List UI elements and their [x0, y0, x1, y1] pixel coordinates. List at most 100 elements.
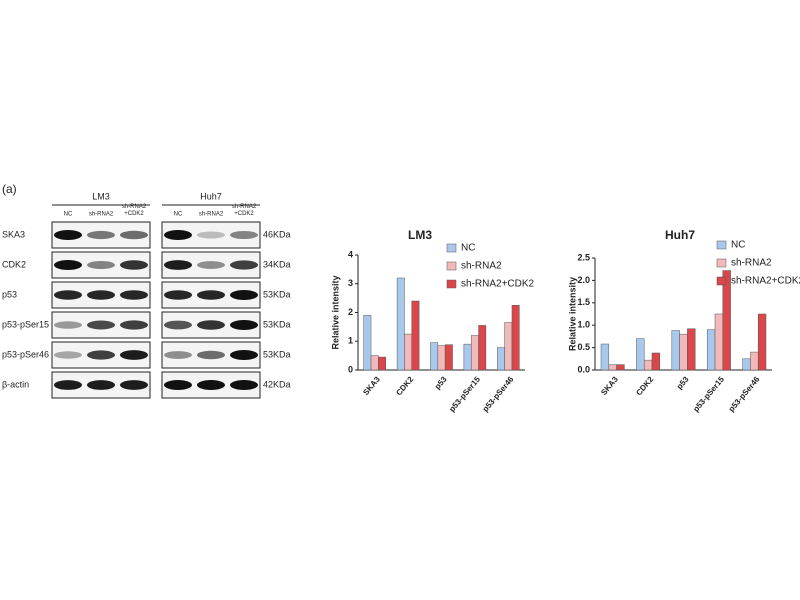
band	[164, 351, 192, 359]
x-tick-label: CDK2	[394, 374, 415, 397]
lane-label: NC	[174, 212, 183, 218]
legend-swatch	[716, 276, 727, 286]
band	[197, 261, 225, 269]
band	[87, 320, 115, 330]
band	[197, 231, 225, 239]
x-tick-label: p53	[433, 374, 449, 391]
bar	[750, 351, 759, 371]
bar	[370, 355, 379, 371]
bar	[679, 333, 688, 371]
band	[230, 380, 258, 390]
bar	[378, 356, 386, 371]
x-tick-label: p53-pSer46	[727, 374, 762, 413]
bar	[600, 343, 610, 371]
band	[164, 290, 192, 300]
band	[197, 350, 225, 360]
bar	[470, 335, 479, 371]
band	[120, 320, 148, 330]
band	[164, 380, 192, 390]
band	[87, 350, 115, 360]
y-tick-label: 2	[348, 307, 353, 317]
band	[87, 261, 115, 269]
lane-label: sh-RNA2	[122, 204, 147, 210]
bar	[651, 352, 661, 371]
y-tick-label: 2.0	[577, 275, 590, 285]
panel-label: (a)	[2, 182, 17, 196]
bar	[430, 342, 439, 371]
legend-swatch	[716, 240, 727, 250]
band	[197, 380, 225, 390]
bar	[463, 343, 472, 371]
lane-label: sh-RNA2	[89, 212, 114, 218]
x-tick-label: SKA3	[361, 374, 382, 397]
band	[87, 380, 115, 390]
band	[54, 380, 82, 390]
y-axis-label: Relative intensity	[567, 277, 577, 351]
band	[230, 260, 258, 270]
protein-label: β-actin	[2, 379, 29, 389]
legend-label: sh-RNA2+CDK2	[461, 279, 535, 290]
chart-title: Huh7	[665, 228, 695, 242]
bar	[444, 344, 453, 371]
legend-label: sh-RNA2	[461, 261, 502, 272]
legend-label: NC	[731, 240, 745, 251]
y-tick-label: 1	[348, 336, 353, 346]
lane-label: NC	[64, 212, 73, 218]
bar	[396, 277, 405, 371]
band	[87, 290, 115, 300]
legend-swatch	[446, 261, 457, 271]
protein-label: SKA3	[2, 229, 25, 239]
band	[197, 290, 225, 300]
y-tick-label: 1.0	[577, 320, 590, 330]
band	[120, 260, 148, 270]
band	[120, 230, 148, 240]
band	[54, 290, 82, 300]
band	[54, 230, 82, 240]
x-tick-label: p53-pSer15	[447, 374, 482, 413]
group-label: Huh7	[200, 191, 222, 201]
band	[230, 231, 258, 239]
bar	[504, 322, 513, 371]
bar	[636, 338, 645, 371]
band	[164, 230, 192, 240]
legend-swatch	[446, 243, 457, 253]
legend-swatch	[446, 279, 457, 289]
size-label: 53KDa	[263, 349, 291, 359]
band	[54, 321, 82, 329]
size-label: 46KDa	[263, 229, 291, 239]
bar	[643, 359, 653, 371]
bar	[671, 330, 680, 371]
protein-label: CDK2	[2, 259, 26, 269]
size-label: 42KDa	[263, 379, 291, 389]
y-tick-label: 4	[348, 249, 353, 259]
bar	[511, 305, 520, 371]
bar	[714, 313, 724, 371]
band	[230, 320, 258, 330]
band	[230, 290, 258, 300]
band	[120, 380, 148, 390]
x-tick-label: CDK2	[634, 374, 655, 397]
bar	[437, 345, 446, 371]
protein-label: p53	[2, 289, 17, 299]
band	[164, 320, 192, 330]
band	[164, 260, 192, 270]
legend-label: NC	[461, 243, 475, 254]
bar	[404, 333, 413, 371]
y-tick-label: 2.5	[577, 252, 590, 262]
size-label: 53KDa	[263, 319, 291, 329]
x-tick-label: p53	[675, 374, 691, 391]
lane-label: sh-RNA2	[199, 212, 224, 218]
band	[87, 230, 115, 240]
bar	[478, 325, 487, 371]
bar	[687, 328, 696, 371]
band	[120, 350, 148, 360]
size-label: 53KDa	[263, 289, 291, 299]
y-tick-label: 0	[348, 364, 353, 374]
bar	[616, 364, 625, 371]
chart-title: LM3	[408, 228, 432, 242]
legend-label: sh-RNA2	[731, 258, 772, 269]
bar	[757, 313, 767, 371]
protein-label: p53-pSer15	[2, 319, 49, 329]
band	[54, 351, 82, 359]
